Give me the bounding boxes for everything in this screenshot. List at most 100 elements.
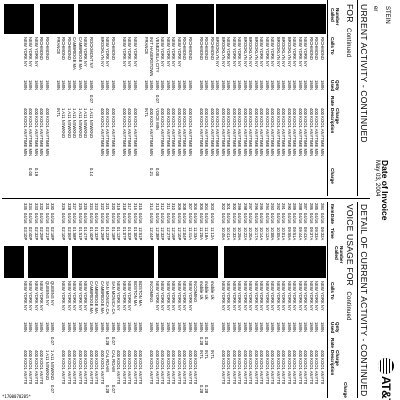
table-cell-date: 04/16 (232, 213, 237, 224)
table-cell-date: 04/16 (265, 213, 270, 224)
table-cell-charge (171, 385, 177, 399)
table-cell-qnty: 1MIN (221, 322, 226, 333)
table-cell-calls-to: NEW YORK NY (259, 281, 265, 311)
table-cell-charge-desc: 400 KOO1 ANYTIME MIN (72, 350, 78, 384)
table-cell-rate (100, 95, 106, 107)
left-section-title: URRENT ACTIVITY - CONTINUED (359, 4, 369, 143)
table-cell-charge (226, 385, 232, 399)
table-cell-qnty: 1MIN (215, 80, 221, 91)
table-cell-item: 297 (248, 203, 254, 210)
table-cell-item: 319 (116, 203, 122, 210)
left-desc-column: 400 KOO1 ANYTIME MIN 400 KOO1 ANYTIME MIN… (23, 108, 325, 166)
table-cell-calls-to: INCOMING (149, 281, 155, 303)
left-section-subtitle: FOR Continued (345, 4, 355, 57)
table-cell-charge-desc: INTL (204, 350, 210, 360)
table-cell-calls-to: NEW YORK NY (265, 281, 270, 311)
table-cell-rate (254, 95, 260, 107)
left-col-charge-desc: Charge Description (330, 108, 340, 134)
table-cell-charge-desc: 400 KOO1 ANYTIME MIN (122, 108, 127, 157)
table-cell-rate (67, 337, 73, 349)
left-header-rule (327, 0, 328, 196)
table-cell-qnty: 1MIN (248, 80, 254, 91)
table-cell-charge-desc: 400 KOO1 ANYTIME MIN (39, 108, 45, 157)
table-cell-calls-to: NEW YORK NY (232, 281, 237, 311)
table-cell-rate (237, 95, 243, 107)
table-cell-calls-to: NEW YORK NY (259, 37, 265, 67)
table-cell-charge-desc: 400 KOO1 ANYTIME MIN (254, 108, 259, 157)
table-cell-item: 292 (276, 203, 281, 210)
table-cell-date: 04/16 (127, 213, 133, 224)
table-cell-rate (127, 95, 133, 107)
table-cell-time: 11:20A (199, 227, 204, 240)
table-cell-rate: 0.28 (199, 337, 204, 346)
table-cell-calls-to: RICHMOND (182, 37, 188, 61)
table-cell-charge (50, 168, 56, 194)
table-cell-charge (287, 385, 293, 399)
table-cell-date: 04/16 (122, 213, 127, 224)
table-cell-qnty: 1MIN (171, 80, 177, 91)
table-cell-date: 04/16 (281, 213, 287, 224)
table-cell-rate (160, 95, 166, 107)
table-cell-item: 330 (50, 203, 56, 210)
table-cell-rate (298, 95, 304, 107)
table-cell-calls-to: NEW YORK NY (226, 37, 232, 67)
table-cell-date: 04/16 (182, 213, 188, 224)
table-cell-charge-desc: 400 KOO1 ANYTIME MIN (281, 108, 287, 157)
table-cell-charge (204, 168, 210, 194)
table-cell-calls-to: RICHMOND (61, 37, 67, 61)
table-cell-charge (254, 168, 260, 194)
table-cell-time: 01:07P (122, 227, 127, 241)
table-cell-qnty: 1MIN (61, 80, 67, 91)
table-cell-calls-to: NEW YORK NY (133, 37, 138, 67)
table-cell-time: 01:47P (83, 227, 89, 241)
section-divider (2, 198, 370, 199)
table-cell-rate (138, 95, 144, 107)
table-cell-charge (215, 168, 221, 194)
table-cell-qnty: 1MIN (199, 80, 204, 91)
table-cell-calls-to: INCOMING (193, 281, 199, 303)
table-cell-qnty: 1MIN (210, 80, 215, 91)
redaction-block (28, 246, 68, 278)
table-cell-rate (144, 337, 150, 349)
table-cell-rate (67, 95, 73, 107)
table-cell-qnty: 1MIN (127, 80, 133, 91)
table-cell-rate (270, 337, 276, 349)
table-cell-charge (177, 168, 183, 194)
table-cell-qnty: 1MIN (78, 322, 83, 333)
table-cell-rate: 0.07 (155, 95, 160, 104)
table-cell-item: 300 (232, 203, 237, 210)
table-cell-calls-to: NEW YORK NY (320, 281, 325, 311)
table-cell-calls-to: CAMBRIDGE MA (78, 37, 83, 70)
table-cell-rate (276, 95, 282, 107)
table-cell-charge-desc: 1 A11 NXWKND (45, 350, 50, 381)
table-cell-charge-desc: 400 KOO1 ANYTIME MIN (248, 108, 254, 157)
invoice-date-block: Date of Invoice May 03, 2004 (374, 160, 390, 220)
right-col-rate: Rate (330, 338, 335, 348)
table-cell-qnty: 1MIN (72, 322, 78, 333)
table-cell-charge (314, 168, 320, 194)
table-cell-calls-to: NEW YORK NY (314, 281, 320, 311)
table-cell-date: 04/16 (221, 213, 226, 224)
table-cell-time: 09:37A (309, 227, 314, 241)
table-cell-qnty: 1MIN (177, 322, 182, 333)
table-cell-item: 317 (127, 203, 133, 210)
table-cell-qnty: 1MIN (67, 80, 72, 91)
table-cell-qnty: 1MIN (232, 80, 237, 91)
table-cell-calls-to: RICHMOND (188, 37, 193, 61)
table-cell-time: 12:19P (171, 227, 177, 241)
table-cell-charge (193, 168, 199, 194)
right-col-number-called: Number Called (334, 246, 344, 264)
table-cell-charge (221, 168, 227, 194)
table-cell-qnty: 1MIN (287, 80, 292, 91)
table-cell-qnty: 1MIN (259, 80, 265, 91)
table-cell-charge-desc: 400 KOO1 ANYTIME MIN (155, 350, 160, 384)
table-cell-date: 04/16 (67, 213, 72, 224)
table-cell-charge-desc: 400 KOO1 ANYTIME MIN (122, 350, 127, 384)
table-cell-rate (78, 337, 84, 349)
table-cell-calls-to: NEW YORK NY (67, 281, 72, 311)
table-cell-charge (265, 168, 271, 194)
table-cell-rate (155, 337, 161, 349)
table-cell-item: 298 (243, 203, 248, 210)
table-cell-rate (193, 95, 199, 107)
table-cell-qnty: 1MIN (314, 80, 320, 91)
